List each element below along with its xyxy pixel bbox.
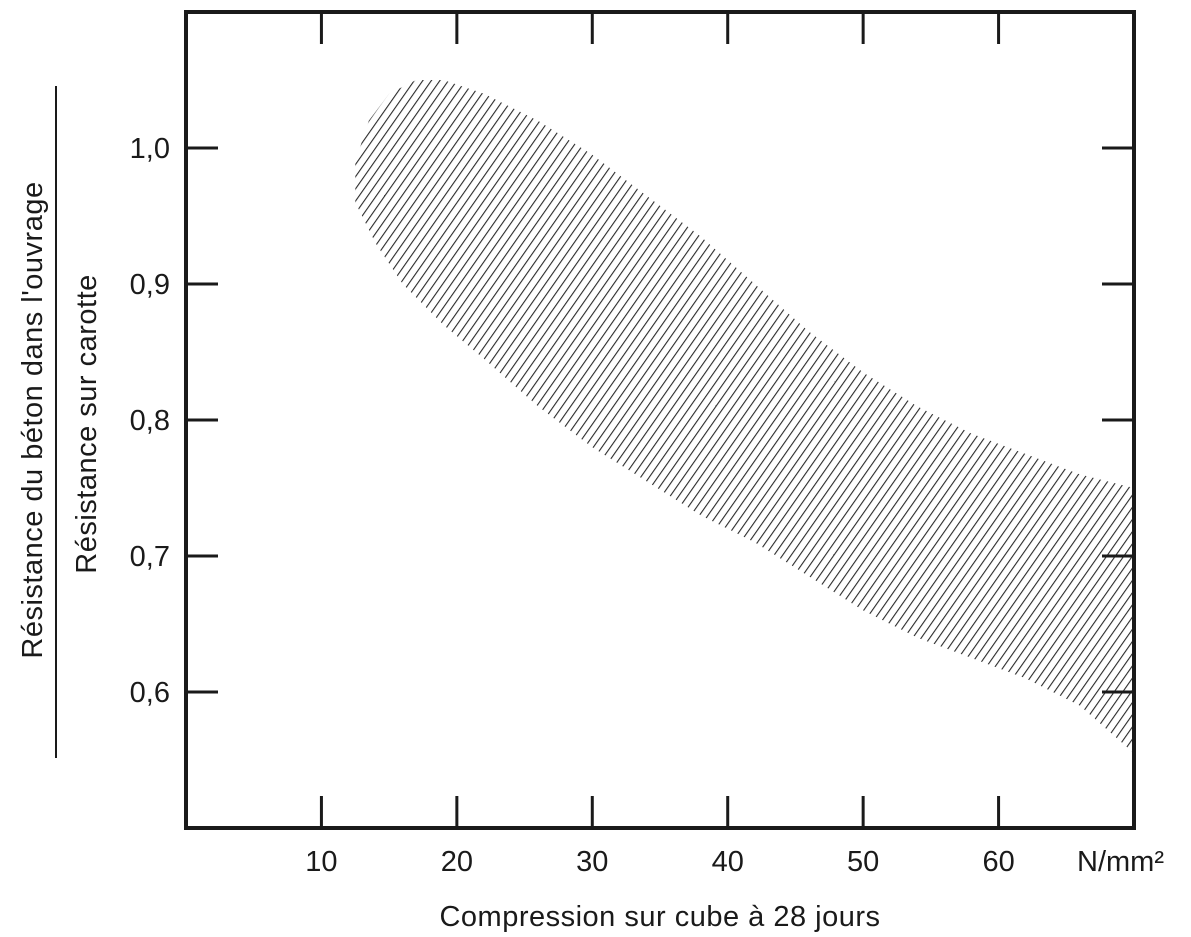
hatched-band <box>355 80 1134 754</box>
y-ticks: 0,6 0,7 0,8 0,9 1,0 <box>130 133 1134 709</box>
x-tick-label: 40 <box>712 846 744 878</box>
x-ticks: 10 20 30 40 50 60 <box>305 12 1015 878</box>
y-tick-label: 0,9 <box>130 269 170 301</box>
x-tick-label: 50 <box>847 846 879 878</box>
y-tick-label: 1,0 <box>130 133 170 165</box>
x-tick-label: 30 <box>576 846 608 878</box>
x-axis-title: Compression sur cube à 28 jours <box>439 901 880 933</box>
x-unit-label: N/mm² <box>1077 846 1164 878</box>
y-axis-title-denominator: Résistance sur carotte <box>71 274 103 574</box>
y-tick-label: 0,8 <box>130 405 170 437</box>
x-tick-label: 20 <box>441 846 473 878</box>
x-tick-label: 60 <box>982 846 1014 878</box>
y-tick-label: 0,6 <box>130 677 170 709</box>
band-layer <box>355 80 1134 754</box>
x-tick-label: 10 <box>305 846 337 878</box>
y-axis-title-numerator: Résistance du béton dans l'ouvrage <box>17 181 49 658</box>
y-tick-label: 0,7 <box>130 541 170 573</box>
